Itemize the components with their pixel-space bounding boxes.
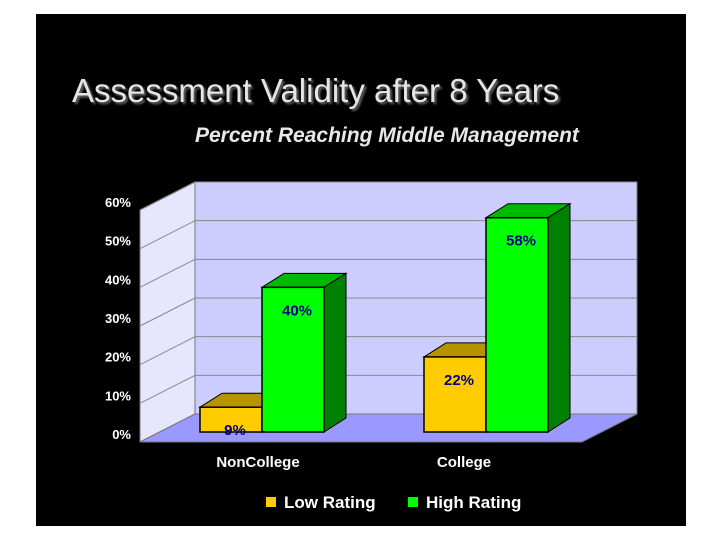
gridline-side: [139, 297, 196, 327]
bar-college-high-rating: [485, 216, 549, 433]
y-tick-label: 40%: [105, 272, 131, 287]
legend-swatch: [408, 497, 418, 507]
y-tick-label: 20%: [105, 350, 131, 365]
x-tick-label: NonCollege: [216, 454, 299, 471]
gridline-side: [139, 220, 196, 250]
data-label: 58%: [506, 233, 536, 250]
x-tick-label: College: [437, 454, 491, 471]
bar-side: [323, 272, 347, 433]
data-label: 40%: [282, 302, 312, 319]
bar-noncollege-low-rating: [199, 406, 263, 433]
y-tick-label: 50%: [105, 234, 131, 249]
data-label: 9%: [224, 422, 246, 439]
legend-label: High Rating: [426, 493, 521, 512]
bar-college-low-rating: [423, 356, 487, 433]
bar-noncollege-high-rating: [261, 286, 325, 433]
legend-label: Low Rating: [284, 493, 376, 512]
chart-subtitle: Percent Reaching Middle Management: [195, 124, 579, 147]
gridline-side: [139, 181, 196, 211]
y-tick-label: 10%: [105, 388, 131, 403]
data-label: 22%: [444, 372, 474, 389]
gridline-side: [139, 374, 196, 404]
legend-swatch: [266, 497, 276, 507]
y-tick-label: 60%: [105, 195, 131, 210]
bar-side: [547, 202, 571, 433]
chart-title: Assessment Validity after 8 Years: [72, 72, 560, 109]
y-tick-label: 30%: [105, 311, 131, 326]
gridline-side: [139, 258, 196, 288]
y-tick-label: 0%: [112, 427, 131, 442]
gridline-side: [139, 336, 196, 366]
